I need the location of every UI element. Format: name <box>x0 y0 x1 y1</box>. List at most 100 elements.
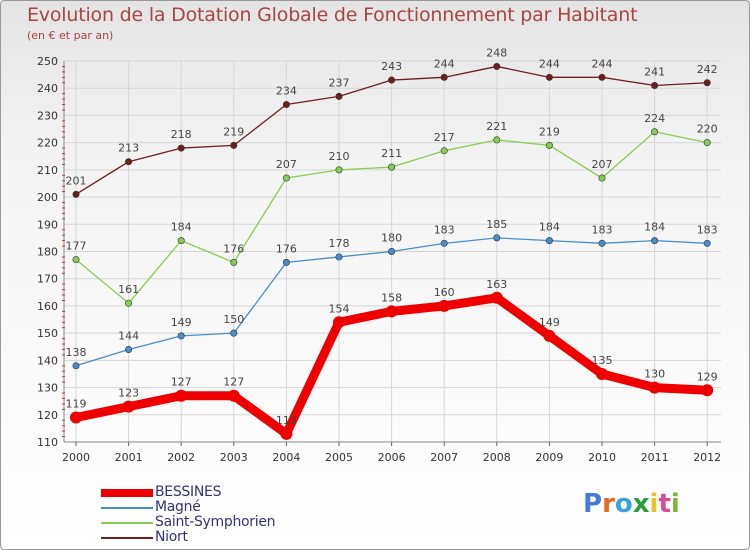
logo-letter: r <box>602 489 615 519</box>
legend-swatch <box>101 537 153 539</box>
legend-label: Magné <box>155 499 201 515</box>
data-point <box>651 81 659 89</box>
data-point <box>230 141 238 149</box>
data-label: 220 <box>697 123 718 136</box>
data-point <box>125 299 133 307</box>
data-label: 224 <box>644 112 665 125</box>
data-labels: 201 213 218 219 234 237 243 244 248 244 244 241 242 1… <box>66 46 718 426</box>
x-axis-ticks: 2000 2001 2002 2003 2004 2005 2006 2007 2008 2009… <box>62 442 721 464</box>
data-point <box>651 128 659 136</box>
data-point <box>545 141 553 149</box>
data-point <box>177 237 185 245</box>
x-tick-label: 2006 <box>378 451 406 464</box>
y-tick-label: 190 <box>37 218 58 231</box>
data-label: 217 <box>434 131 455 144</box>
data-point <box>388 76 396 84</box>
data-label: 130 <box>644 368 665 381</box>
series-group <box>70 62 714 440</box>
x-tick-label: 2012 <box>693 451 721 464</box>
data-point <box>703 139 711 147</box>
data-point <box>440 147 448 155</box>
y-tick-label: 150 <box>37 327 58 340</box>
data-label: 221 <box>486 120 507 133</box>
legend-swatch <box>101 489 153 497</box>
data-point <box>490 291 503 304</box>
data-point <box>333 316 345 329</box>
data-point <box>598 73 606 81</box>
data-point <box>598 174 606 182</box>
data-label: 211 <box>381 147 402 160</box>
data-point <box>388 248 396 256</box>
y-tick-label: 130 <box>37 382 58 395</box>
legend-swatch <box>101 522 153 524</box>
data-label: 184 <box>539 221 560 234</box>
data-point <box>493 62 501 70</box>
data-label: 163 <box>486 278 507 291</box>
data-point <box>125 158 133 166</box>
data-point <box>335 253 343 261</box>
data-point <box>282 258 290 266</box>
data-label: 207 <box>592 158 613 171</box>
data-point <box>440 73 448 81</box>
y-tick-label: 180 <box>37 246 58 259</box>
data-point <box>388 163 396 171</box>
data-label: 184 <box>171 221 192 234</box>
data-label: 242 <box>697 63 718 76</box>
axes <box>63 61 721 443</box>
data-point <box>72 190 80 198</box>
data-point <box>703 239 711 247</box>
data-label: 180 <box>381 232 402 245</box>
data-label: 241 <box>644 65 665 78</box>
chart-subtitle: (en € et par an) <box>27 29 114 42</box>
x-tick-label: 2011 <box>641 451 669 464</box>
proxiti-logo: Proxiti <box>583 489 680 519</box>
data-point <box>280 427 293 440</box>
data-label: 219 <box>539 125 560 138</box>
y-axis-ticks: 110 120 130 140 150 160 170 180 190 200 210 220 230 2… <box>37 55 65 449</box>
x-tick-label: 2007 <box>430 451 458 464</box>
data-label: 213 <box>118 142 139 155</box>
data-label: 185 <box>486 218 507 231</box>
data-label: 176 <box>276 242 297 255</box>
data-label: 127 <box>223 376 244 389</box>
data-point <box>122 400 135 413</box>
data-label: 243 <box>381 60 402 73</box>
logo-letter: i <box>649 489 659 519</box>
data-point <box>493 234 501 242</box>
data-point <box>125 345 133 353</box>
data-label: 183 <box>592 223 613 236</box>
data-point <box>545 237 553 245</box>
data-point <box>177 332 185 340</box>
y-tick-label: 240 <box>37 82 58 95</box>
data-label: 183 <box>697 223 718 236</box>
data-label: 244 <box>539 57 560 70</box>
data-label: 184 <box>644 221 665 234</box>
legend-label: BESSINES <box>155 484 222 500</box>
data-label: 219 <box>223 125 244 138</box>
x-tick-label: 2001 <box>115 451 143 464</box>
data-label: 135 <box>592 354 613 367</box>
legend-label: Niort <box>155 529 188 545</box>
data-point <box>440 239 448 247</box>
data-label: 119 <box>66 398 87 411</box>
logo-letter: o <box>614 489 633 519</box>
data-label: 144 <box>118 329 139 342</box>
data-point <box>282 101 290 109</box>
y-tick-label: 160 <box>37 300 58 313</box>
logo-letter: P <box>583 489 603 519</box>
data-point <box>701 384 714 397</box>
data-label: 150 <box>223 313 244 326</box>
logo-letter: x <box>632 489 650 519</box>
data-point <box>230 329 238 337</box>
logo-letter: i <box>670 489 680 519</box>
y-tick-label: 230 <box>37 109 58 122</box>
y-tick-label: 250 <box>37 55 58 68</box>
x-tick-label: 2005 <box>325 451 353 464</box>
data-point <box>651 237 659 245</box>
data-label: 127 <box>171 376 192 389</box>
data-point <box>438 299 451 312</box>
chart-title: Evolution de la Dotation Globale de Fonc… <box>27 4 638 26</box>
data-point <box>70 411 82 424</box>
legend-label: Saint-Symphorien <box>155 514 276 530</box>
